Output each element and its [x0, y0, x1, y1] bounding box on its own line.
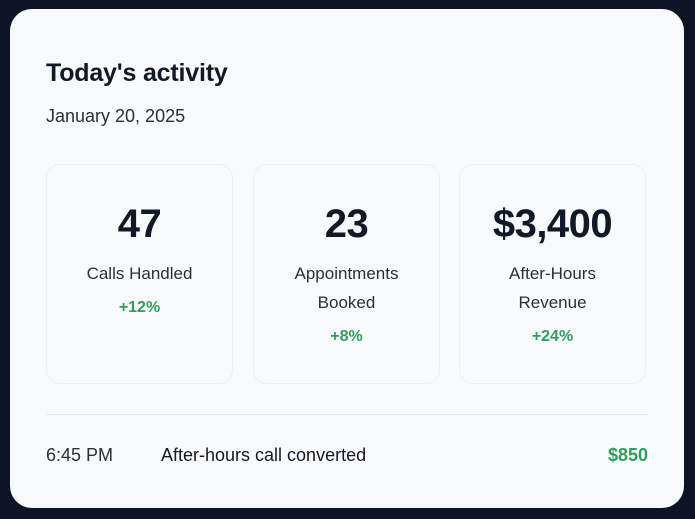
activity-date: January 20, 2025 — [46, 106, 186, 126]
activity-time: 6:45 PM — [46, 445, 114, 465]
panel-title: Today's activity — [46, 59, 228, 87]
stat-label: After-Hours Revenue — [509, 264, 596, 312]
stat-change-badge: +24% — [531, 328, 574, 345]
stat-card-calls-handled: 47 Calls Handled +12% — [46, 164, 233, 384]
todays-activity-panel: Today's activity January 20, 2025 47 Cal… — [10, 9, 684, 508]
stat-card-after-hours-revenue: $3,400 After-Hours Revenue +24% — [459, 164, 646, 384]
stat-value: $3,400 — [492, 202, 613, 246]
section-divider — [46, 414, 648, 415]
stat-card-appointments-booked: 23 Appointments Booked +8% — [253, 164, 440, 384]
stat-change-badge: +8% — [330, 328, 363, 345]
activity-description: After-hours call converted — [161, 445, 367, 465]
stat-label: Calls Handled — [86, 264, 193, 283]
activity-list-item: 6:45 PM After-hours call converted $850 — [46, 443, 648, 467]
stat-label: Appointments Booked — [294, 264, 399, 312]
activity-amount: $850 — [607, 445, 648, 465]
stat-value: 47 — [117, 202, 162, 246]
stat-value: 23 — [324, 202, 369, 246]
stat-change-badge: +12% — [118, 299, 161, 316]
